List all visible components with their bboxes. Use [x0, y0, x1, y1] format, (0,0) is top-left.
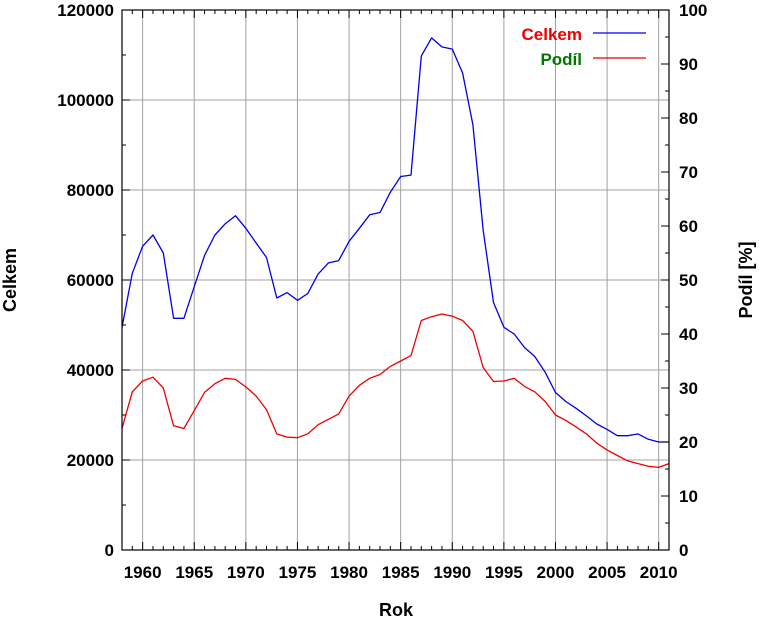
x-tick-label: 1965 [175, 563, 213, 582]
series-line-celkem [121, 37, 669, 443]
y-axis-title-right: Podíl [%] [736, 242, 756, 319]
x-tick-label: 1990 [433, 563, 471, 582]
series-lines [121, 37, 670, 469]
y-tick-label-right: 90 [679, 55, 698, 74]
legend-label-podil: Podíl [540, 50, 582, 69]
x-tick-label: 2010 [640, 563, 678, 582]
x-axis-title: Rok [379, 600, 414, 619]
y-tick-label-left: 60000 [67, 271, 114, 290]
y-tick-label-right: 0 [679, 541, 688, 560]
y-axis-title-left: Celkem [0, 248, 20, 312]
y-tick-label-right: 70 [679, 163, 698, 182]
y-tick-label-right: 40 [679, 325, 698, 344]
x-tick-label: 2000 [537, 563, 575, 582]
y-tick-label-right: 50 [679, 271, 698, 290]
x-tick-label: 1995 [485, 563, 523, 582]
y-tick-label-right: 20 [679, 433, 698, 452]
axes: 1960 1965 1970 1975 1980 1985 1990 1995 2000 2005… [57, 1, 707, 582]
y-tick-label-left: 40000 [67, 361, 114, 380]
y-tick-label-right: 10 [679, 487, 698, 506]
y-tick-label-right: 60 [679, 217, 698, 236]
y-tick-label-right: 80 [679, 109, 698, 128]
y-tick-label-left: 100000 [57, 91, 114, 110]
y-tick-label-left: 80000 [67, 181, 114, 200]
grid [122, 10, 669, 550]
x-tick-label: 2005 [588, 563, 626, 582]
series-line-pod-l [121, 313, 670, 469]
y-tick-label-right: 100 [679, 1, 707, 20]
x-tick-label: 1980 [330, 563, 368, 582]
y-tick-label-right: 30 [679, 379, 698, 398]
y-tick-label-left: 20000 [67, 451, 114, 470]
legend: Celkem Podíl [522, 25, 646, 69]
x-tick-label: 1970 [227, 563, 265, 582]
x-tick-label: 1975 [279, 563, 317, 582]
x-tick-label: 1985 [382, 563, 420, 582]
legend-label-celkem: Celkem [522, 25, 582, 44]
y-tick-label-left: 120000 [57, 1, 114, 20]
x-tick-label: 1960 [124, 563, 162, 582]
y-tick-label-left: 0 [105, 541, 114, 560]
